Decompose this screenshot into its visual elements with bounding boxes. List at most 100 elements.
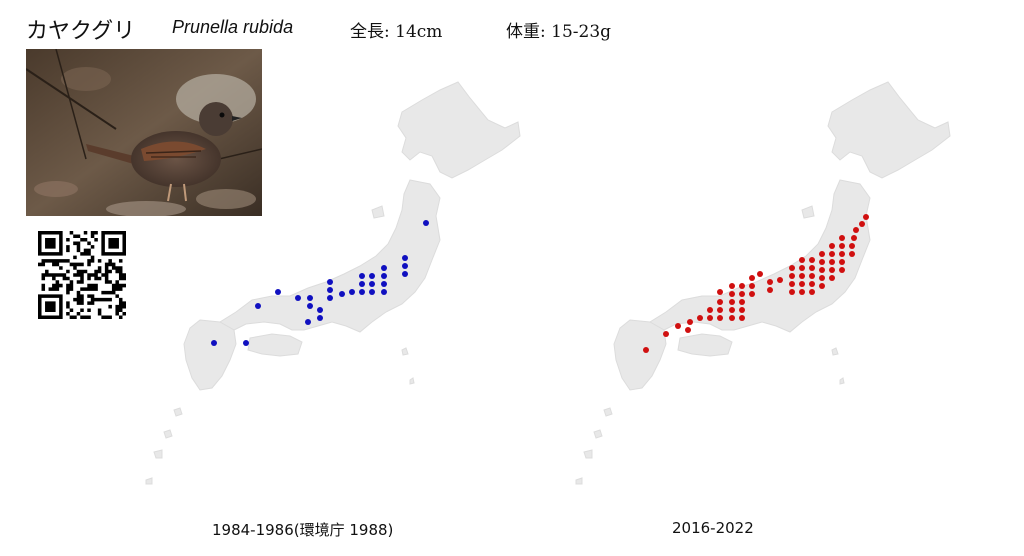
land-region bbox=[145, 477, 153, 485]
distribution-dot bbox=[789, 265, 795, 271]
distribution-dot bbox=[819, 283, 825, 289]
distribution-dot bbox=[851, 235, 857, 241]
land-region bbox=[173, 407, 183, 417]
distribution-dot bbox=[809, 257, 815, 263]
land-region bbox=[163, 429, 173, 439]
distribution-dot bbox=[749, 283, 755, 289]
land-region bbox=[831, 347, 839, 356]
land-region bbox=[401, 347, 409, 356]
distribution-dot bbox=[211, 340, 217, 346]
distribution-dot bbox=[849, 243, 855, 249]
distribution-dot bbox=[675, 323, 681, 329]
distribution-dot bbox=[863, 214, 869, 220]
body-length: 全長: 14cm bbox=[350, 22, 443, 42]
distribution-dot bbox=[663, 331, 669, 337]
distribution-map-2016-2022 bbox=[570, 60, 1020, 520]
japan-map-right bbox=[575, 81, 951, 485]
distribution-dot bbox=[243, 340, 249, 346]
distribution-dot bbox=[849, 251, 855, 257]
distribution-dot bbox=[317, 315, 323, 321]
distribution-dot bbox=[307, 295, 313, 301]
distribution-dot bbox=[381, 273, 387, 279]
distribution-dot bbox=[819, 275, 825, 281]
distribution-dot bbox=[729, 315, 735, 321]
distribution-dot bbox=[381, 289, 387, 295]
distribution-dot bbox=[767, 279, 773, 285]
distribution-dot bbox=[739, 307, 745, 313]
distribution-dot bbox=[749, 291, 755, 297]
distribution-dot bbox=[359, 281, 365, 287]
distribution-dot bbox=[739, 299, 745, 305]
distribution-dot bbox=[839, 259, 845, 265]
distribution-dot bbox=[305, 319, 311, 325]
distribution-dot bbox=[809, 281, 815, 287]
distribution-dot bbox=[799, 257, 805, 263]
distribution-dot bbox=[729, 283, 735, 289]
distribution-dot bbox=[402, 271, 408, 277]
distribution-dot bbox=[717, 299, 723, 305]
bird-photo bbox=[26, 49, 262, 216]
distribution-dot bbox=[423, 220, 429, 226]
distribution-dot bbox=[717, 307, 723, 313]
header: カヤクグリ Prunella rubida 全長: 14cm 体重: 15-23… bbox=[0, 10, 1024, 44]
map-caption-right: 2016-2022 bbox=[672, 519, 754, 537]
land-region bbox=[371, 205, 385, 219]
land-region bbox=[211, 179, 441, 343]
distribution-dot bbox=[349, 289, 355, 295]
distribution-dot bbox=[859, 221, 865, 227]
distribution-dot bbox=[317, 307, 323, 313]
distribution-dot bbox=[717, 315, 723, 321]
land-region bbox=[153, 449, 163, 459]
distribution-dot bbox=[359, 273, 365, 279]
japan-land-left bbox=[145, 81, 521, 485]
distribution-dot bbox=[739, 291, 745, 297]
distribution-dot bbox=[327, 279, 333, 285]
distribution-dot bbox=[359, 289, 365, 295]
distribution-dot bbox=[799, 273, 805, 279]
distribution-dot bbox=[809, 265, 815, 271]
land-region bbox=[677, 333, 733, 357]
distribution-dot bbox=[707, 307, 713, 313]
distribution-dot bbox=[685, 327, 691, 333]
distribution-dot bbox=[729, 307, 735, 313]
land-region bbox=[247, 333, 303, 357]
qr-code[interactable] bbox=[38, 231, 126, 319]
distribution-dot bbox=[829, 267, 835, 273]
distribution-dot bbox=[839, 235, 845, 241]
land-region bbox=[409, 377, 415, 385]
distribution-dot bbox=[307, 303, 313, 309]
distribution-dot bbox=[739, 315, 745, 321]
land-region bbox=[583, 449, 593, 459]
distribution-dot bbox=[729, 299, 735, 305]
distribution-dot bbox=[767, 287, 773, 293]
distribution-dot bbox=[829, 275, 835, 281]
distribution-dot bbox=[789, 289, 795, 295]
distribution-dot bbox=[809, 273, 815, 279]
distribution-dot bbox=[697, 315, 703, 321]
distribution-dot bbox=[739, 283, 745, 289]
distribution-dot bbox=[839, 267, 845, 273]
distribution-map-1984-1986 bbox=[140, 60, 590, 520]
distribution-dot bbox=[777, 277, 783, 283]
distribution-dot bbox=[799, 281, 805, 287]
distribution-dot bbox=[369, 273, 375, 279]
distribution-dots-left bbox=[211, 220, 429, 346]
land-region bbox=[183, 319, 237, 391]
distribution-dot bbox=[757, 271, 763, 277]
distribution-dot bbox=[839, 251, 845, 257]
distribution-dot bbox=[381, 281, 387, 287]
distribution-dot bbox=[809, 289, 815, 295]
distribution-dot bbox=[369, 289, 375, 295]
distribution-dot bbox=[255, 303, 261, 309]
land-region bbox=[801, 205, 815, 219]
distribution-dot bbox=[789, 273, 795, 279]
species-scientific-name: Prunella rubida bbox=[172, 17, 294, 37]
distribution-dot bbox=[327, 287, 333, 293]
distribution-dot bbox=[643, 347, 649, 353]
distribution-dot bbox=[819, 251, 825, 257]
distribution-dot bbox=[717, 289, 723, 295]
map-caption-left: 1984-1986(環境庁 1988) bbox=[212, 521, 394, 539]
distribution-dot bbox=[789, 281, 795, 287]
distribution-dot bbox=[402, 263, 408, 269]
distribution-dot bbox=[687, 319, 693, 325]
